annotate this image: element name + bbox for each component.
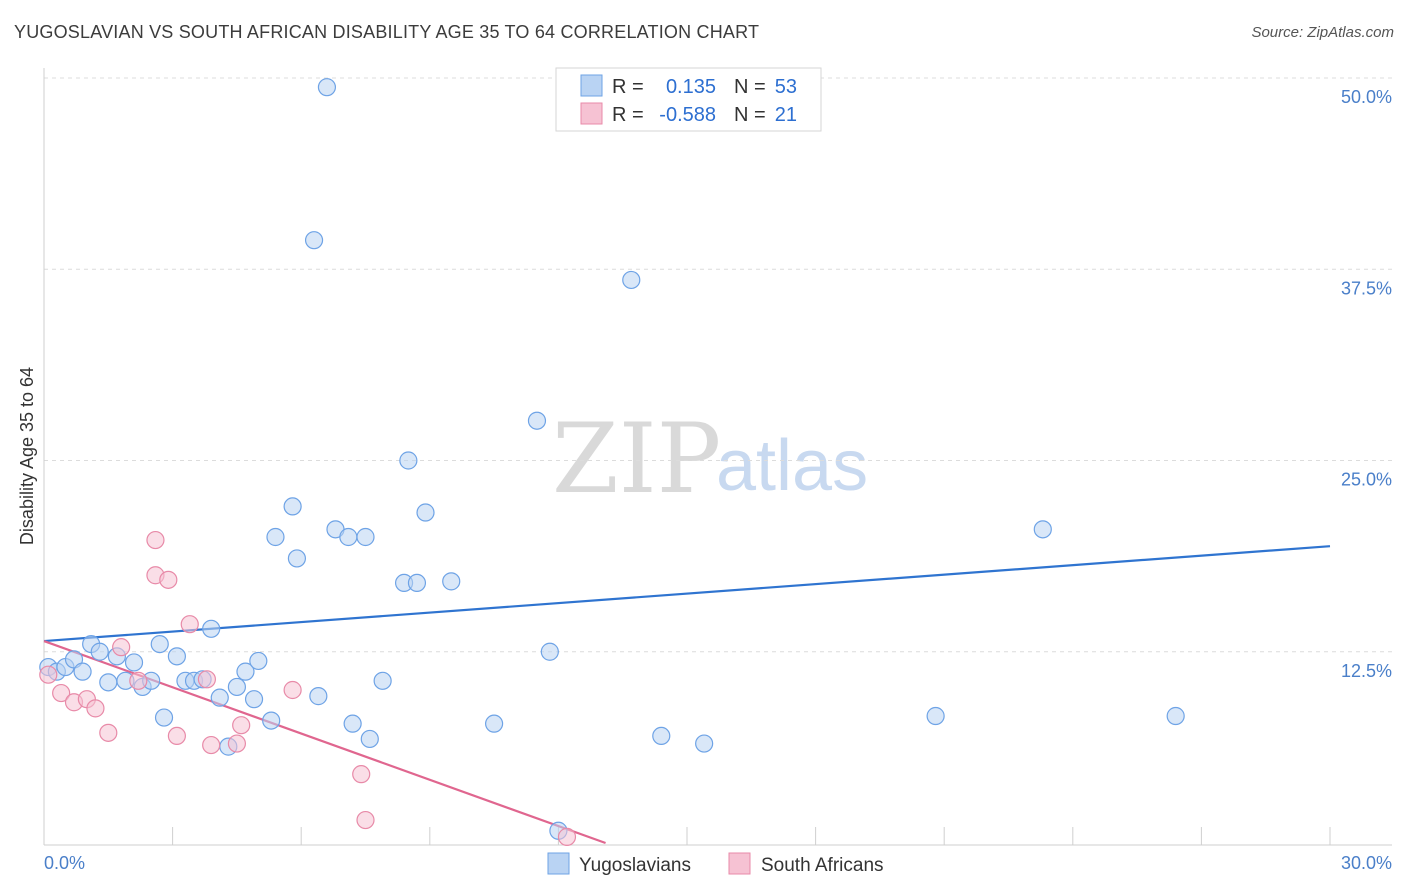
data-point-blue <box>1166 706 1185 726</box>
data-point-pink <box>227 734 246 753</box>
data-point-blue <box>339 527 358 547</box>
source-credit: Source: ZipAtlas.com <box>1251 24 1394 41</box>
y-tick-label: 50.0% <box>1341 87 1392 107</box>
data-point-blue <box>540 642 559 661</box>
data-point-pink <box>112 638 131 657</box>
correlation-legend: R = 0.135 N = 53 R = -0.588 N = 21 <box>555 67 822 132</box>
legend-n-value: 53 <box>775 76 797 98</box>
data-point-pink <box>356 810 375 830</box>
legend-n-label: N = <box>734 76 766 98</box>
data-point-blue <box>926 706 945 726</box>
data-point-blue <box>99 673 118 692</box>
data-point-blue <box>317 78 337 97</box>
legend-r-value: -0.588 <box>659 104 716 126</box>
data-point-blue <box>356 527 375 547</box>
data-point-pink <box>283 680 302 700</box>
axes <box>43 68 1392 846</box>
data-point-blue <box>227 677 246 697</box>
data-point-blue <box>210 688 229 707</box>
data-point-pink <box>232 716 251 735</box>
series-legend-swatch-blue <box>547 852 570 875</box>
legend-r-label: R = <box>612 104 644 126</box>
data-point-pink <box>202 735 221 755</box>
data-point-pink <box>99 723 118 742</box>
y-tick-label: 37.5% <box>1341 278 1392 298</box>
data-point-blue <box>283 497 302 516</box>
data-point-pink <box>52 683 71 703</box>
data-point-blue <box>202 619 221 638</box>
y-tick-label: 25.0% <box>1341 470 1392 490</box>
trend-line-pink <box>43 640 606 845</box>
legend-swatch-pink <box>580 102 603 125</box>
trend-line-blue <box>43 545 1331 643</box>
y-tick-label: 12.5% <box>1341 661 1392 681</box>
legend-n-value: 21 <box>775 104 797 126</box>
chart-title: YUGOSLAVIAN VS SOUTH AFRICAN DISABILITY … <box>14 22 760 42</box>
data-point-pink <box>352 765 371 784</box>
data-point-blue <box>399 451 418 470</box>
series-legend-label: Yugoslavians <box>579 855 691 876</box>
legend-r-label: R = <box>612 76 644 98</box>
data-point-pink <box>180 615 199 634</box>
y-axis-label: Disability Age 35 to 64 <box>17 367 37 545</box>
data-point-pink <box>86 699 105 718</box>
legend-swatch-blue <box>580 74 603 97</box>
legend-r-value: 0.135 <box>666 76 716 98</box>
data-point-pink <box>197 670 216 689</box>
legend-n-label: N = <box>734 104 766 126</box>
data-point-blue <box>150 634 169 654</box>
data-point-blue <box>373 671 392 690</box>
watermark-zip: ZIP <box>552 403 721 515</box>
data-point-blue <box>73 662 92 681</box>
data-point-blue <box>442 572 461 591</box>
data-point-pink <box>146 530 165 550</box>
data-point-blue <box>244 690 264 709</box>
watermark: ZIP atlas <box>552 403 868 515</box>
x-tick-label-max: 30.0% <box>1341 853 1392 873</box>
data-point-blue <box>287 549 307 568</box>
data-point-blue <box>167 647 186 666</box>
data-point-blue <box>1033 520 1052 539</box>
x-tick-label-min: 0.0% <box>44 853 85 873</box>
watermark-atlas: atlas <box>716 426 868 506</box>
data-point-blue <box>236 662 255 681</box>
data-point-blue <box>309 687 328 706</box>
data-point-blue <box>90 642 109 661</box>
data-point-blue <box>416 503 435 522</box>
data-points <box>39 78 1185 846</box>
data-point-pink <box>557 827 577 846</box>
data-point-blue <box>527 411 547 430</box>
data-point-blue <box>266 527 285 547</box>
data-point-blue <box>124 653 144 672</box>
data-point-blue <box>262 711 281 730</box>
data-point-blue <box>695 734 714 753</box>
data-point-pink <box>39 665 58 684</box>
data-point-blue <box>360 729 379 749</box>
data-point-blue <box>154 708 174 727</box>
data-point-pink <box>159 570 178 589</box>
data-point-blue <box>652 726 671 746</box>
data-point-blue <box>622 270 641 290</box>
data-point-blue <box>249 651 268 671</box>
series-legend: Yugoslavians South Africans <box>547 852 884 876</box>
series-legend-label: South Africans <box>761 855 884 876</box>
data-point-blue <box>304 231 324 250</box>
data-point-blue <box>343 714 362 733</box>
data-point-pink <box>167 726 186 746</box>
data-point-pink <box>129 671 148 690</box>
data-point-blue <box>407 573 427 593</box>
gridlines <box>44 77 1392 653</box>
y-tick-labels: 12.5% 25.0% 37.5% 50.0% <box>1341 87 1392 681</box>
data-point-blue <box>485 714 504 733</box>
series-legend-swatch-pink <box>728 852 751 875</box>
